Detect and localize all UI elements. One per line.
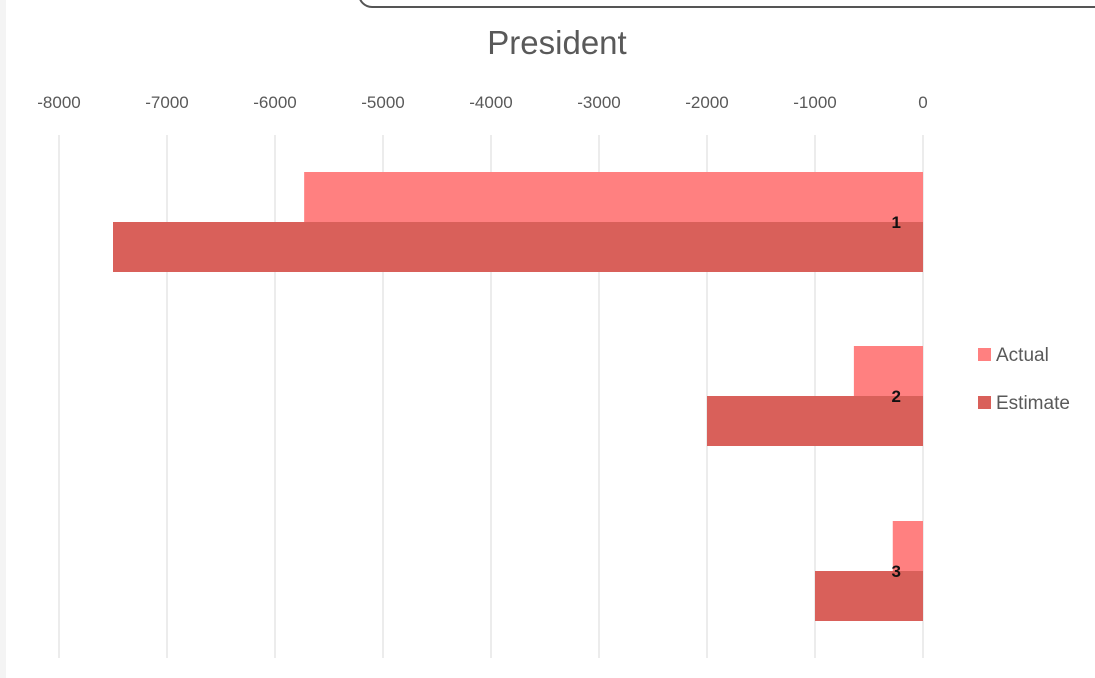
x-tick-label: -3000: [577, 93, 620, 112]
category-label: 2: [892, 387, 901, 406]
x-tick-label: -1000: [793, 93, 836, 112]
x-axis-tick-labels: -8000 -7000 -6000 -5000 -4000 -3000 -2000 -1000…: [37, 93, 927, 112]
bar-estimate-2: [707, 396, 923, 446]
bar-actual-3: [892, 521, 923, 571]
bar-actual-1: [304, 172, 923, 222]
chart-frame: President -8000 -7000 -6000 -5000 -4000 -3000…: [6, 0, 1095, 678]
bar-chart: President -8000 -7000 -6000 -5000 -4000 -3000…: [37, 24, 1070, 658]
category-label: 1: [892, 213, 901, 232]
x-tick-label: -5000: [361, 93, 404, 112]
category-labels: 1 2 3: [892, 213, 901, 581]
x-tick-label: -8000: [37, 93, 80, 112]
legend-swatch-actual: [978, 348, 991, 361]
x-tick-label: -4000: [469, 93, 512, 112]
x-tick-label: -2000: [685, 93, 728, 112]
x-tick-label: -6000: [253, 93, 296, 112]
x-tick-label: -7000: [145, 93, 188, 112]
bar-estimate-3: [815, 571, 923, 621]
x-tick-label: 0: [918, 93, 927, 112]
chart-title: President: [487, 24, 626, 61]
legend-swatch-estimate: [978, 396, 991, 409]
bar-estimate-1: [113, 222, 923, 272]
bar-actual-2: [853, 346, 923, 396]
category-label: 3: [892, 562, 901, 581]
bars: [113, 172, 923, 621]
legend: Actual Estimate: [978, 345, 1070, 414]
legend-label-estimate: Estimate: [996, 393, 1070, 414]
legend-label-actual: Actual: [996, 345, 1049, 366]
